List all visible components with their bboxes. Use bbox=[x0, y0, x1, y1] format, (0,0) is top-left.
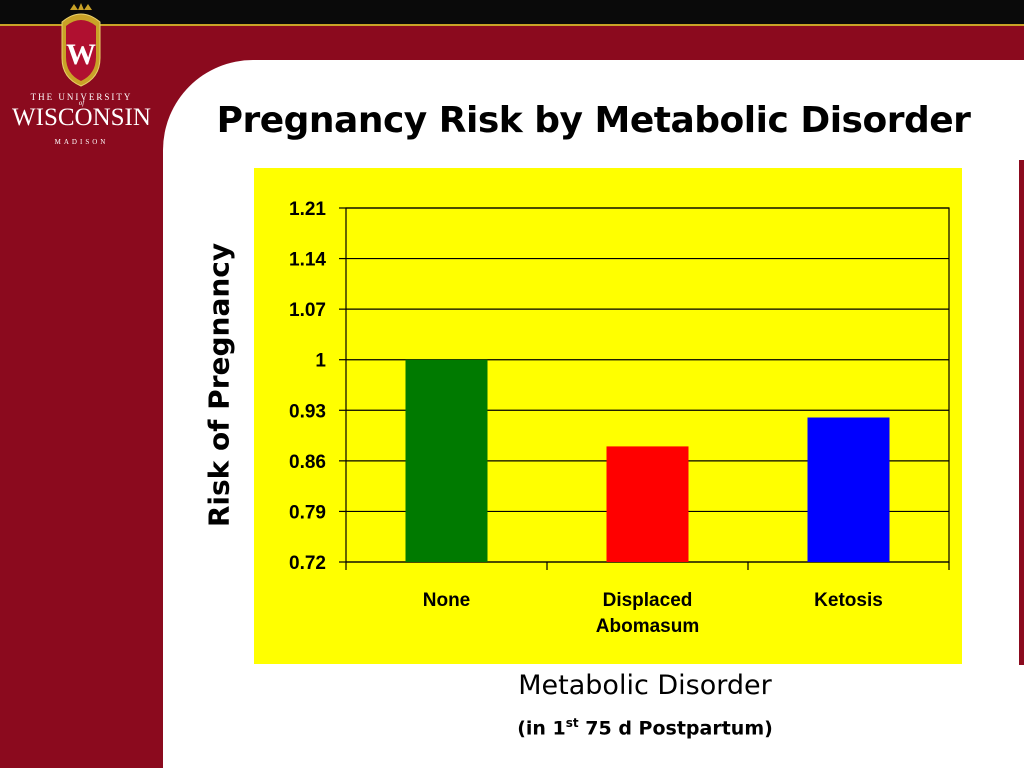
bar bbox=[606, 446, 689, 562]
x-tick-label: Abomasum bbox=[596, 616, 699, 637]
university-logo: W THE UNIVERSITY of WISCONSIN MADISON bbox=[0, 0, 163, 160]
y-tick-label: 1.14 bbox=[289, 250, 326, 271]
y-tick-label: 1.07 bbox=[289, 300, 326, 321]
logo-line-2: WISCONSIN bbox=[12, 104, 151, 131]
y-tick-label: 0.79 bbox=[289, 502, 326, 523]
bar bbox=[807, 417, 890, 562]
top-bar bbox=[0, 0, 1024, 24]
x-axis-label: Metabolic Disorder bbox=[518, 670, 772, 701]
chart-title: Pregnancy Risk by Metabolic Disorder bbox=[216, 100, 971, 141]
top-gold-line bbox=[0, 24, 1024, 26]
crest-icon: W bbox=[61, 3, 101, 87]
x-axis-sublabel-post: 75 d Postpartum) bbox=[578, 717, 773, 740]
x-axis-sublabel-pre: (in 1 bbox=[517, 717, 566, 740]
y-tick-label: 0.86 bbox=[289, 452, 326, 473]
y-axis-label: Risk of Pregnancy bbox=[202, 242, 236, 528]
right-edge-mark bbox=[1019, 160, 1024, 665]
y-tick-label: 0.72 bbox=[289, 553, 326, 574]
y-tick-label: 1 bbox=[315, 351, 326, 372]
chart-background bbox=[254, 168, 962, 664]
x-tick-label: None bbox=[423, 590, 471, 611]
x-tick-label: Ketosis bbox=[814, 590, 883, 611]
logo-line-of: of bbox=[78, 99, 85, 107]
x-tick-label: Displaced bbox=[603, 590, 693, 611]
crest-letter: W bbox=[66, 38, 96, 71]
y-tick-label: 0.93 bbox=[289, 401, 326, 422]
x-axis-sublabel: (in 1st 75 d Postpartum) bbox=[335, 716, 955, 739]
logo-line-3: MADISON bbox=[54, 138, 109, 146]
x-axis-sublabel-sup: st bbox=[565, 716, 579, 730]
left-panel bbox=[0, 26, 163, 768]
logo-line-1: THE UNIVERSITY bbox=[30, 92, 133, 102]
y-tick-label: 1.21 bbox=[289, 199, 326, 220]
bar bbox=[405, 359, 488, 562]
